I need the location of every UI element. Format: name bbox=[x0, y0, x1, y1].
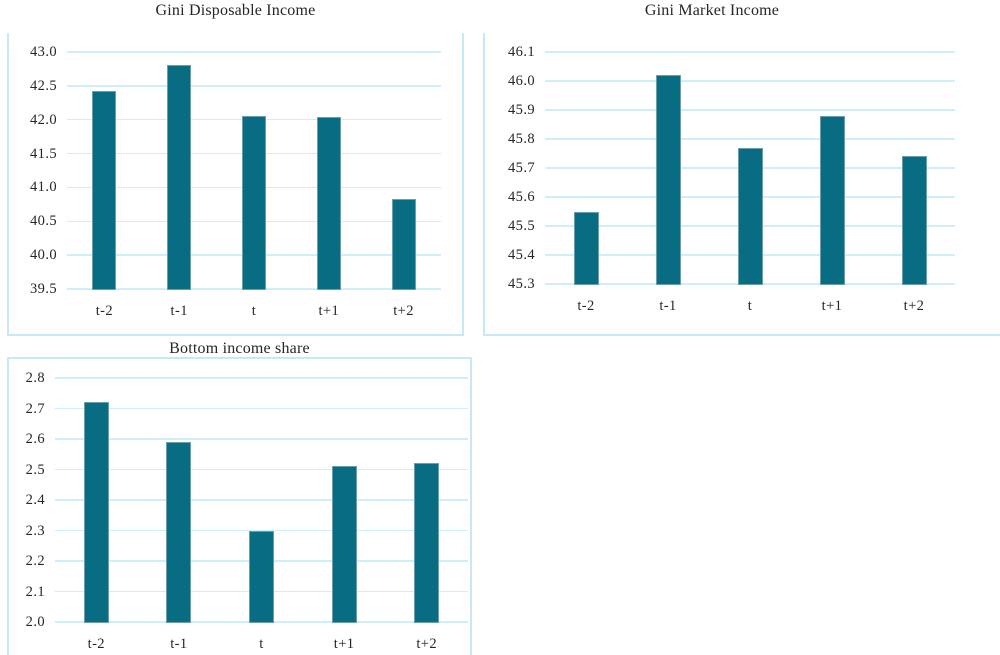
y-axis-tick-label: 2.1 bbox=[25, 583, 45, 600]
chart-title-bottom-income-share: Bottom income share bbox=[169, 340, 310, 357]
x-axis-tick-label: t-2 bbox=[95, 303, 114, 319]
plot-frame-gini-disposable-income: 43.0 42.5 42.0 41.5 41.0 40.5 40.0 39.5 t-2 t-1 t t… bbox=[7, 33, 464, 336]
gridline bbox=[55, 499, 468, 501]
gridline bbox=[545, 138, 955, 140]
bar-t-1 bbox=[167, 64, 192, 290]
y-axis-tick-label: 45.6 bbox=[508, 189, 535, 205]
x-axis-tick-label: t+2 bbox=[416, 636, 438, 652]
y-axis-tick-label: 2.3 bbox=[25, 522, 45, 539]
x-axis-tick-label: t-1 bbox=[170, 303, 188, 319]
y-axis-tick-label: 2.0 bbox=[25, 614, 45, 630]
gridline bbox=[55, 407, 468, 410]
y-axis-tick-label: 41.0 bbox=[30, 179, 57, 196]
y-axis-tick-label: 45.8 bbox=[508, 131, 535, 147]
y-axis-tick-label: 41.5 bbox=[30, 145, 57, 162]
gridline bbox=[55, 438, 468, 440]
bar-t-2 bbox=[573, 211, 599, 285]
x-axis-tick-label: t+1 bbox=[333, 636, 355, 652]
y-axis-tick-label: 45.9 bbox=[508, 102, 535, 118]
x-axis-tick-label: t-2 bbox=[87, 636, 105, 652]
y-axis-tick-label: 45.7 bbox=[508, 160, 535, 176]
plot-frame-bottom-income-share: 2.8 2.7 2.6 2.5 2.4 2.3 2.2 2.1 2.0 t-2 t-1 t t+1 t+2 bbox=[7, 357, 472, 655]
x-axis-tick-label: t+2 bbox=[903, 298, 925, 314]
x-axis-tick-label: t+2 bbox=[393, 303, 414, 319]
y-axis-tick-label: 43.0 bbox=[30, 44, 57, 60]
bar-t bbox=[249, 530, 274, 623]
x-axis-tick-label: t bbox=[747, 298, 753, 314]
y-axis-tick-label: 39.5 bbox=[30, 281, 57, 297]
x-axis-tick-label: t-1 bbox=[659, 298, 677, 314]
x-axis-tick-label: t+1 bbox=[821, 298, 843, 314]
y-axis-tick-label: 40.0 bbox=[30, 247, 57, 264]
bar-t+2 bbox=[414, 463, 440, 623]
y-axis-tick-label: 42.0 bbox=[30, 111, 57, 128]
y-axis-tick-label: 40.5 bbox=[30, 213, 57, 230]
chart-gini-market-income: Gini Market Income 46.1 46.0 45.9 45.8 45.7 4… bbox=[483, 0, 1000, 336]
gridline bbox=[67, 85, 441, 87]
bar-t-2 bbox=[83, 402, 109, 623]
bar-t+1 bbox=[316, 117, 341, 290]
bar-t-1 bbox=[166, 442, 192, 623]
gridline bbox=[55, 468, 468, 471]
y-axis-tick-label: 2.5 bbox=[25, 461, 45, 478]
bar-t+1 bbox=[819, 115, 845, 285]
gridline bbox=[545, 80, 955, 82]
chart-title-gini-market-income: Gini Market Income bbox=[644, 2, 780, 19]
chart-title-gini-disposable-income: Gini Disposable Income bbox=[155, 2, 316, 19]
y-axis-tick-label: 45.4 bbox=[508, 247, 535, 263]
y-axis-tick-label: 45.5 bbox=[508, 218, 535, 234]
bar-t bbox=[737, 147, 763, 285]
x-axis-tick-label: t-1 bbox=[170, 636, 188, 652]
y-axis-tick-label: 2.6 bbox=[25, 431, 45, 447]
y-axis-tick-label: 2.2 bbox=[25, 553, 45, 569]
y-axis-tick-label: 42.5 bbox=[30, 77, 57, 94]
y-axis-tick-label: 2.7 bbox=[25, 400, 45, 417]
bar-t-1 bbox=[655, 75, 681, 285]
y-axis-tick-label: 2.8 bbox=[25, 370, 45, 386]
y-axis-tick-label: 46.0 bbox=[508, 73, 535, 89]
chart-gini-disposable-income: Gini Disposable Income 43.0 42.5 42.0 41.5 4… bbox=[7, 0, 464, 336]
bar-t-2 bbox=[92, 91, 117, 290]
y-axis-tick-label: 46.1 bbox=[508, 44, 535, 60]
bar-t+1 bbox=[331, 466, 357, 623]
bar-t bbox=[242, 115, 266, 290]
x-axis-tick-label: t bbox=[259, 636, 264, 652]
x-axis-tick-label: t bbox=[251, 303, 257, 319]
gridline bbox=[55, 377, 468, 379]
y-axis-tick-label: 2.4 bbox=[25, 492, 45, 508]
bar-t+2 bbox=[391, 198, 416, 290]
y-axis-tick-label: 45.3 bbox=[508, 276, 535, 292]
gridline bbox=[545, 109, 955, 111]
gridline bbox=[545, 51, 955, 53]
chart-bottom-income-share: Bottom income share 2.8 2.7 2.6 2.5 2.4 2.3 2.… bbox=[7, 338, 472, 655]
gridline bbox=[67, 51, 441, 53]
plot-frame-gini-market-income: 46.1 46.0 45.9 45.8 45.7 45.6 45.5 45.4 45.3 t-2 t… bbox=[483, 33, 1000, 336]
bar-t+2 bbox=[901, 156, 927, 285]
x-axis-tick-label: t-2 bbox=[577, 298, 595, 314]
x-axis-tick-label: t+1 bbox=[318, 303, 340, 319]
